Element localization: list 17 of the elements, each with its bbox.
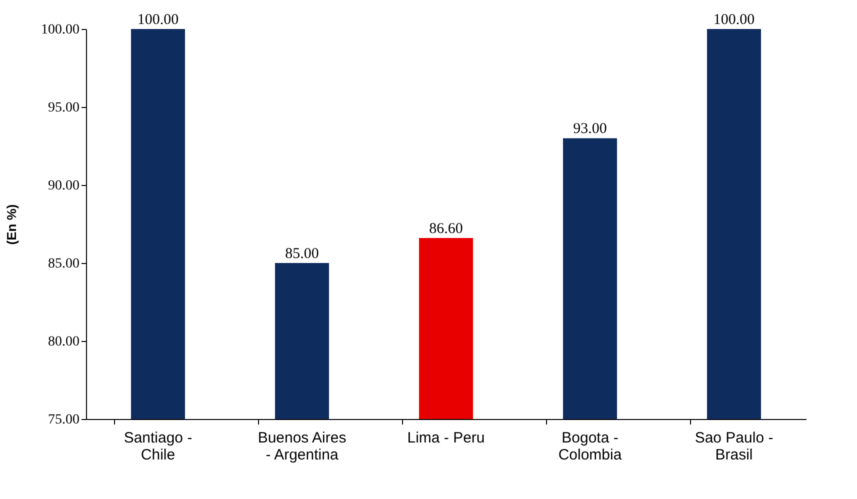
x-tick-label: Buenos Aires - Argentina <box>258 430 346 464</box>
y-tick-label: 90.00 <box>48 178 80 194</box>
x-tick-label: Bogota - Colombia <box>558 430 622 464</box>
data-label: 86.60 <box>429 221 463 238</box>
y-tick-label: 80.00 <box>48 334 80 350</box>
data-label: 93.00 <box>573 121 607 138</box>
x-tick-label: Santiago - Chile <box>124 430 192 464</box>
y-tick-label: 100.00 <box>41 22 80 38</box>
data-label: 85.00 <box>285 246 319 262</box>
data-label: 100.00 <box>713 12 755 28</box>
x-tick-label: Sao Paulo - Brasil <box>694 430 774 464</box>
y-tick-label: 95.00 <box>48 100 80 116</box>
data-label: 100.00 <box>137 12 179 28</box>
y-tick-label: 85.00 <box>48 256 80 272</box>
y-axis-title: (En %) <box>4 204 19 245</box>
y-tick-label: 75.00 <box>48 412 80 428</box>
x-tick-label: Lima - Peru <box>407 430 485 446</box>
